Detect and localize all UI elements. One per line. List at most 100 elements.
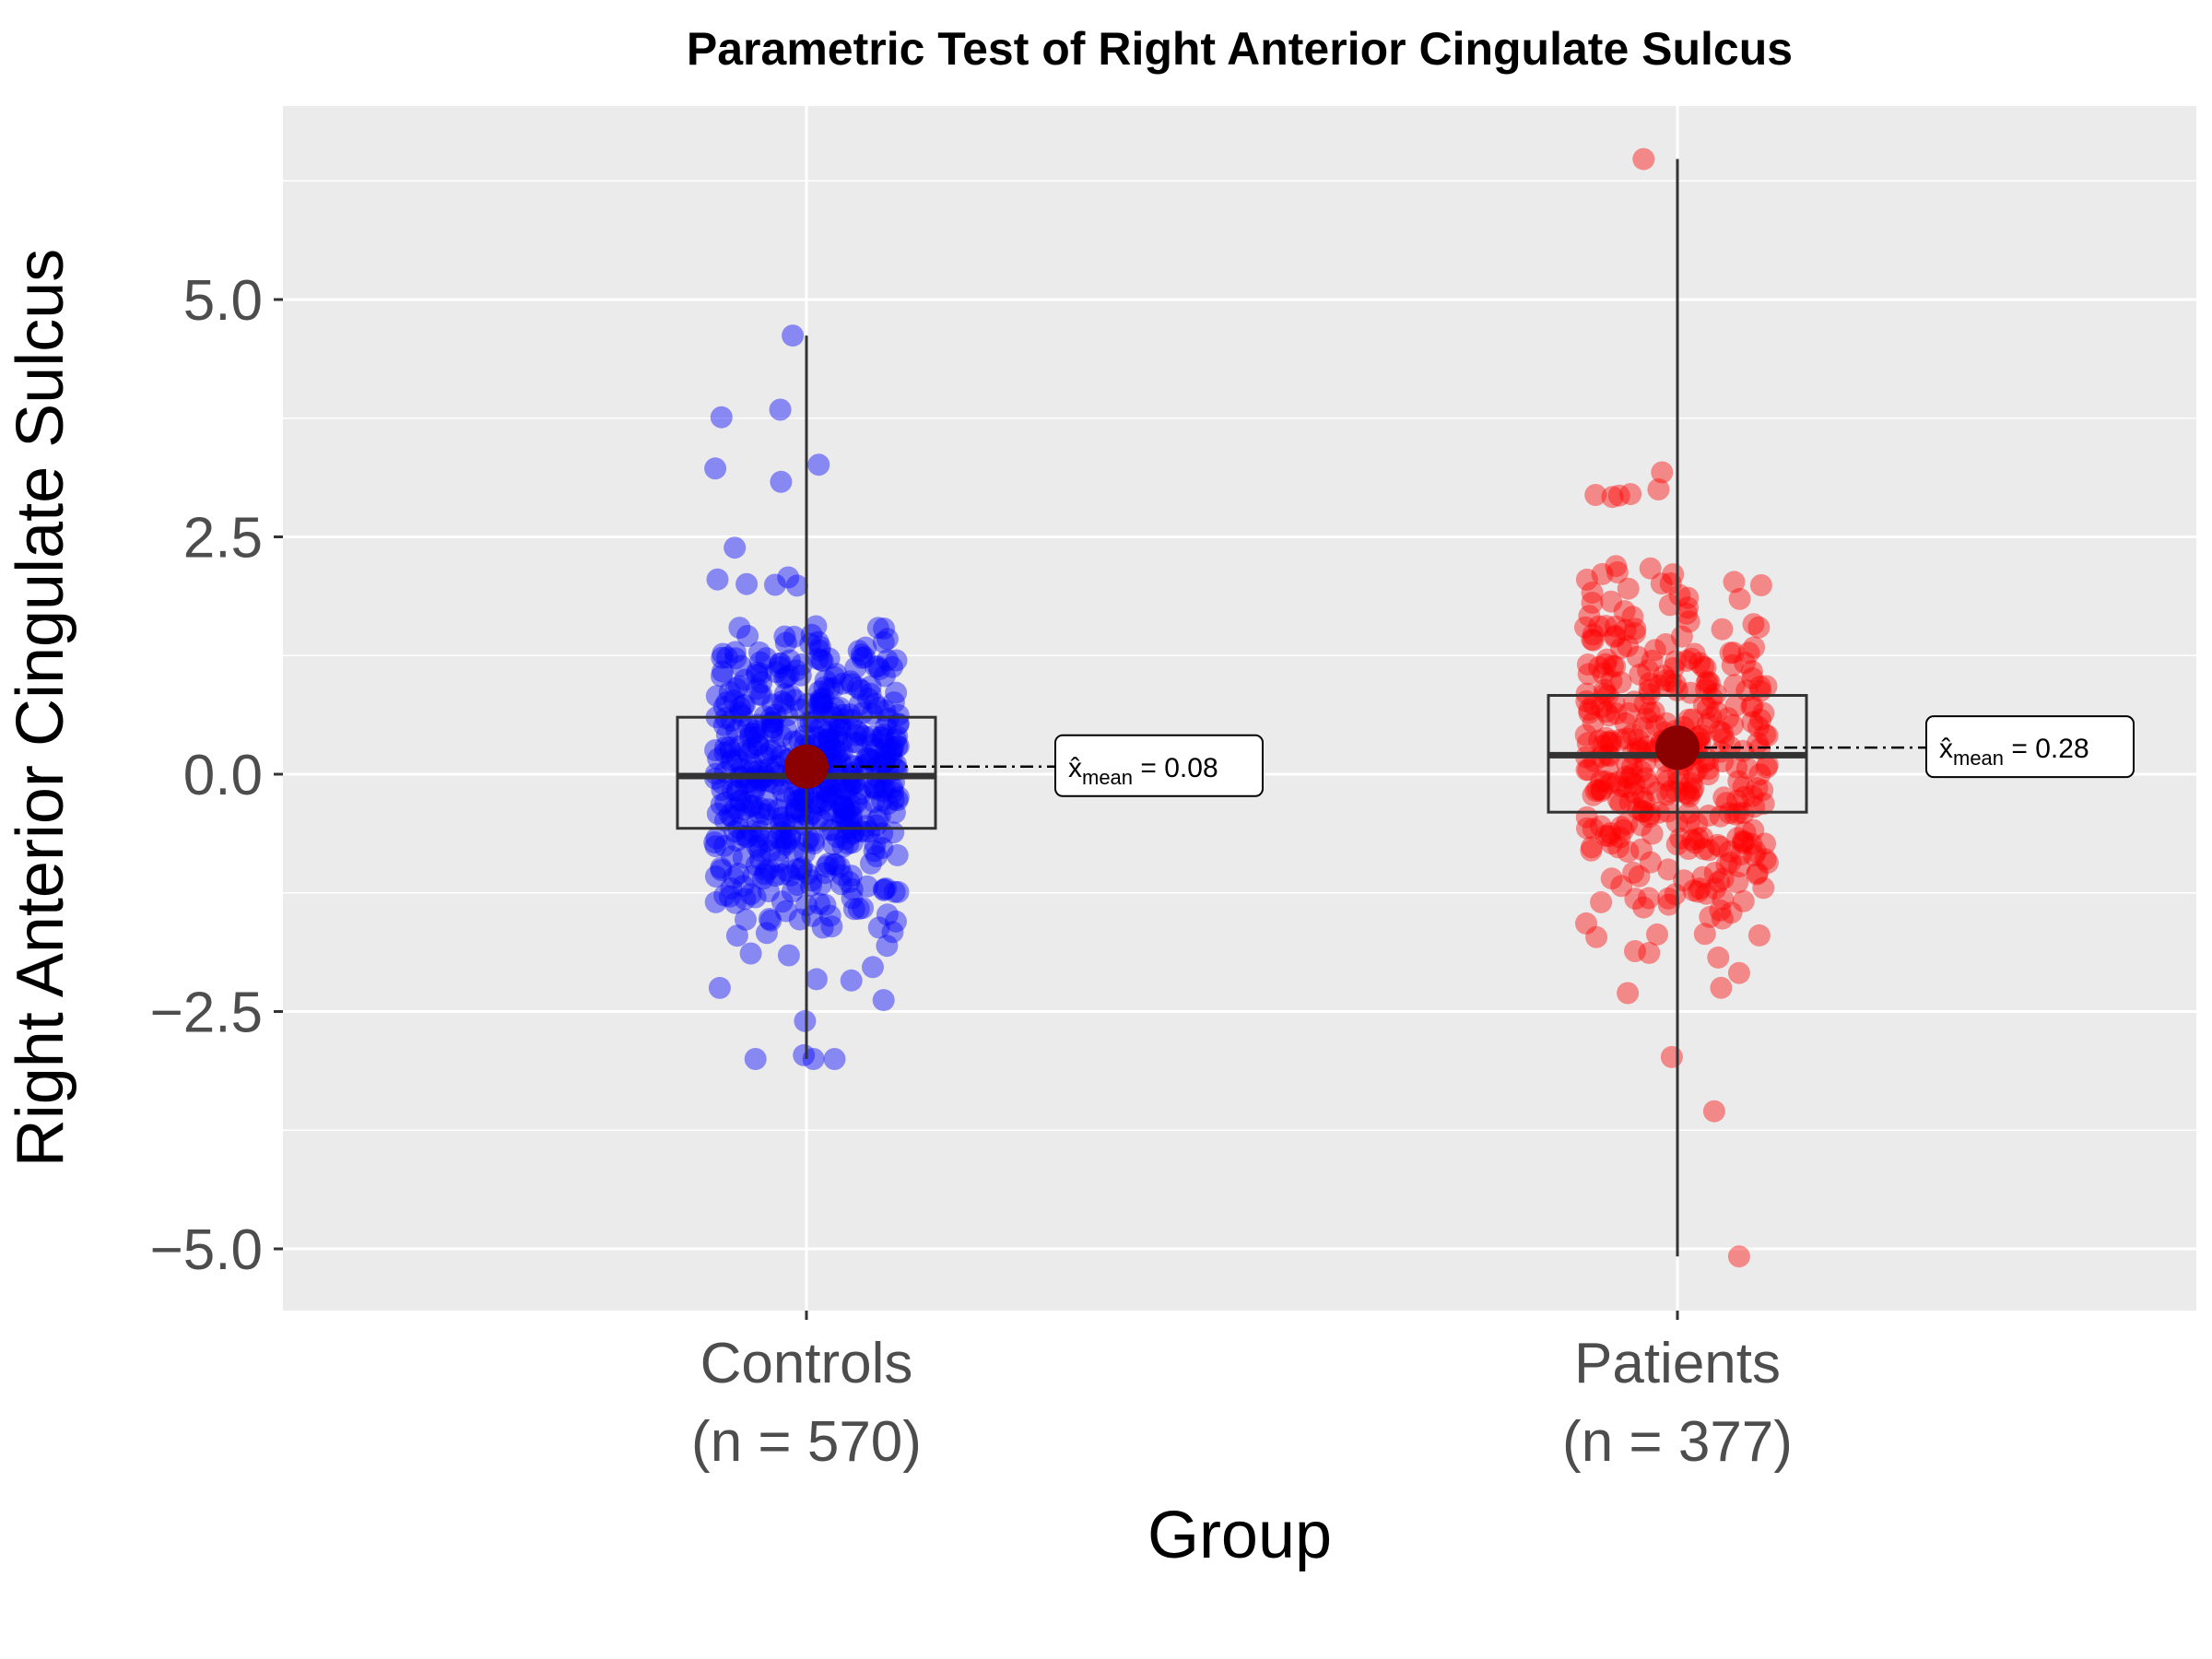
data-point-controls	[853, 753, 877, 776]
data-point-controls	[886, 735, 909, 758]
data-point-controls	[728, 735, 751, 758]
mean-label-text: x̂mean = 0.08	[1068, 753, 1218, 789]
data-point-controls	[706, 802, 729, 825]
data-point-controls	[731, 704, 754, 727]
data-point-controls	[865, 778, 888, 801]
data-point-patients	[1712, 888, 1735, 911]
data-point-controls	[814, 789, 837, 812]
data-point-controls	[813, 676, 836, 699]
data-point-patients	[1596, 758, 1619, 781]
data-point-controls	[770, 813, 792, 836]
data-point-controls	[736, 742, 759, 765]
data-point-patients	[1605, 702, 1628, 725]
data-point-controls	[883, 801, 906, 824]
data-point-controls	[814, 862, 837, 885]
data-point-controls	[875, 737, 898, 760]
data-point-controls	[825, 663, 848, 686]
data-point-controls	[741, 736, 764, 759]
data-point-controls	[781, 880, 804, 903]
data-point-controls	[729, 654, 752, 677]
data-point-controls	[764, 865, 787, 888]
data-point-patients	[1707, 946, 1730, 969]
data-point-controls	[704, 835, 727, 858]
data-point-controls	[808, 892, 830, 915]
data-point-controls	[742, 865, 765, 888]
data-point-patients	[1643, 639, 1666, 662]
data-point-controls	[863, 840, 886, 863]
data-point-controls	[720, 877, 743, 900]
data-point-controls	[824, 853, 847, 876]
data-point-controls	[851, 646, 874, 669]
data-point-controls	[873, 877, 896, 900]
data-point-patients	[1740, 695, 1763, 718]
data-point-patients	[1576, 817, 1598, 840]
data-point-patients	[1577, 663, 1600, 686]
data-point-controls	[876, 628, 899, 651]
data-point-patients	[1721, 653, 1744, 677]
data-point-controls	[727, 675, 750, 698]
data-point-controls	[797, 806, 820, 829]
data-point-patients	[1610, 637, 1632, 660]
data-point-controls	[809, 873, 832, 896]
data-point-patients	[1755, 675, 1778, 698]
data-point-controls	[847, 898, 870, 921]
data-point-patients	[1697, 804, 1720, 827]
data-point-controls	[880, 738, 903, 761]
data-point-patients	[1609, 671, 1632, 694]
data-point-controls	[749, 662, 772, 685]
data-point-patients	[1651, 461, 1674, 484]
data-point-patients	[1600, 867, 1623, 890]
data-point-controls	[869, 725, 892, 748]
data-point-controls	[734, 693, 757, 716]
data-point-controls	[726, 748, 749, 771]
data-point-patients	[1599, 772, 1622, 795]
data-point-controls	[850, 777, 873, 800]
data-point-patients	[1740, 832, 1763, 855]
data-point-controls	[858, 820, 881, 843]
data-point-controls	[774, 833, 797, 856]
data-point-controls	[780, 684, 802, 707]
data-point-patients	[1674, 782, 1697, 805]
y-tick-label: 0.0	[183, 744, 263, 807]
data-point-controls	[711, 779, 734, 801]
data-point-controls	[761, 693, 784, 716]
data-point-patients	[1590, 778, 1613, 801]
data-point-patients	[1592, 735, 1615, 758]
data-point-controls	[775, 830, 798, 853]
data-point-controls	[746, 661, 769, 684]
data-point-controls	[830, 740, 853, 763]
data-point-controls	[746, 677, 769, 700]
data-point-controls	[728, 617, 751, 640]
data-point-controls	[739, 942, 762, 965]
data-point-patients	[1660, 1045, 1683, 1068]
data-point-controls	[767, 806, 790, 830]
data-point-controls	[718, 735, 741, 759]
data-point-patients	[1639, 672, 1662, 695]
data-point-controls	[833, 807, 856, 830]
data-point-controls	[826, 725, 849, 747]
data-point-controls	[735, 739, 758, 762]
data-point-patients	[1582, 623, 1605, 646]
data-point-patients	[1620, 763, 1643, 786]
data-point-controls	[849, 819, 872, 842]
data-point-patients	[1723, 571, 1746, 594]
data-point-controls	[811, 650, 834, 673]
data-point-patients	[1699, 905, 1722, 928]
data-point-controls	[792, 789, 815, 812]
data-point-controls	[811, 916, 834, 939]
data-point-controls	[722, 779, 744, 802]
data-point-controls	[728, 802, 751, 825]
data-point-controls	[866, 808, 889, 831]
data-point-controls	[786, 789, 809, 812]
data-point-controls	[807, 453, 830, 477]
data-point-controls	[824, 776, 847, 799]
data-point-patients	[1584, 484, 1607, 506]
data-point-controls	[849, 782, 872, 806]
data-point-controls	[876, 649, 899, 672]
data-point-patients	[1590, 770, 1613, 793]
data-point-patients	[1635, 707, 1658, 730]
data-point-controls	[784, 797, 807, 820]
data-point-controls	[823, 853, 846, 876]
data-point-patients	[1594, 824, 1618, 847]
